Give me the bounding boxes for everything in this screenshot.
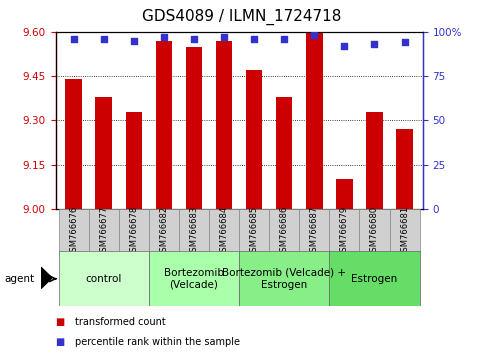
- Bar: [156, 41, 172, 209]
- Bar: [299, 209, 329, 253]
- Point: [220, 34, 228, 40]
- Bar: [246, 70, 262, 209]
- Polygon shape: [41, 267, 52, 289]
- Bar: [65, 79, 82, 209]
- Bar: [239, 251, 329, 306]
- Bar: [276, 97, 293, 209]
- Text: GSM766676: GSM766676: [69, 205, 78, 257]
- Text: Bortezomib
(Velcade): Bortezomib (Velcade): [164, 268, 224, 290]
- Bar: [336, 179, 353, 209]
- Text: ■: ■: [56, 337, 65, 347]
- Bar: [389, 209, 420, 253]
- Text: GSM766682: GSM766682: [159, 205, 169, 257]
- Text: GDS4089 / ILMN_1724718: GDS4089 / ILMN_1724718: [142, 9, 341, 25]
- Bar: [185, 47, 202, 209]
- Bar: [149, 209, 179, 253]
- Bar: [58, 251, 149, 306]
- Point: [370, 41, 378, 47]
- Text: Estrogen: Estrogen: [351, 274, 398, 284]
- Bar: [269, 209, 299, 253]
- Bar: [119, 209, 149, 253]
- Text: agent: agent: [5, 274, 35, 284]
- Bar: [329, 209, 359, 253]
- Text: GSM766677: GSM766677: [99, 205, 108, 257]
- Text: GSM766680: GSM766680: [370, 205, 379, 257]
- Text: ■: ■: [56, 318, 65, 327]
- Bar: [239, 209, 269, 253]
- Bar: [396, 129, 413, 209]
- Bar: [149, 251, 239, 306]
- Point: [70, 36, 77, 42]
- Point: [311, 33, 318, 38]
- Text: GSM766679: GSM766679: [340, 205, 349, 257]
- Text: GSM766685: GSM766685: [250, 205, 258, 257]
- Text: GSM766686: GSM766686: [280, 205, 289, 257]
- Text: control: control: [85, 274, 122, 284]
- Point: [401, 40, 409, 45]
- Text: Bortezomib (Velcade) +
Estrogen: Bortezomib (Velcade) + Estrogen: [222, 268, 346, 290]
- Bar: [329, 251, 420, 306]
- Point: [160, 34, 168, 40]
- Bar: [306, 32, 323, 209]
- Bar: [359, 209, 389, 253]
- Text: GSM766684: GSM766684: [220, 205, 228, 257]
- Text: transformed count: transformed count: [75, 318, 166, 327]
- Point: [250, 36, 258, 42]
- Bar: [209, 209, 239, 253]
- Text: GSM766681: GSM766681: [400, 205, 409, 257]
- Text: GSM766687: GSM766687: [310, 205, 319, 257]
- Point: [280, 36, 288, 42]
- Bar: [96, 97, 112, 209]
- Text: GSM766678: GSM766678: [129, 205, 138, 257]
- Bar: [216, 41, 232, 209]
- Text: GSM766683: GSM766683: [189, 205, 199, 257]
- Point: [190, 36, 198, 42]
- Bar: [126, 112, 142, 209]
- Point: [341, 43, 348, 49]
- Text: percentile rank within the sample: percentile rank within the sample: [75, 337, 240, 347]
- Point: [130, 38, 138, 44]
- Bar: [179, 209, 209, 253]
- Bar: [58, 209, 89, 253]
- Bar: [89, 209, 119, 253]
- Bar: [366, 112, 383, 209]
- Point: [100, 36, 108, 42]
